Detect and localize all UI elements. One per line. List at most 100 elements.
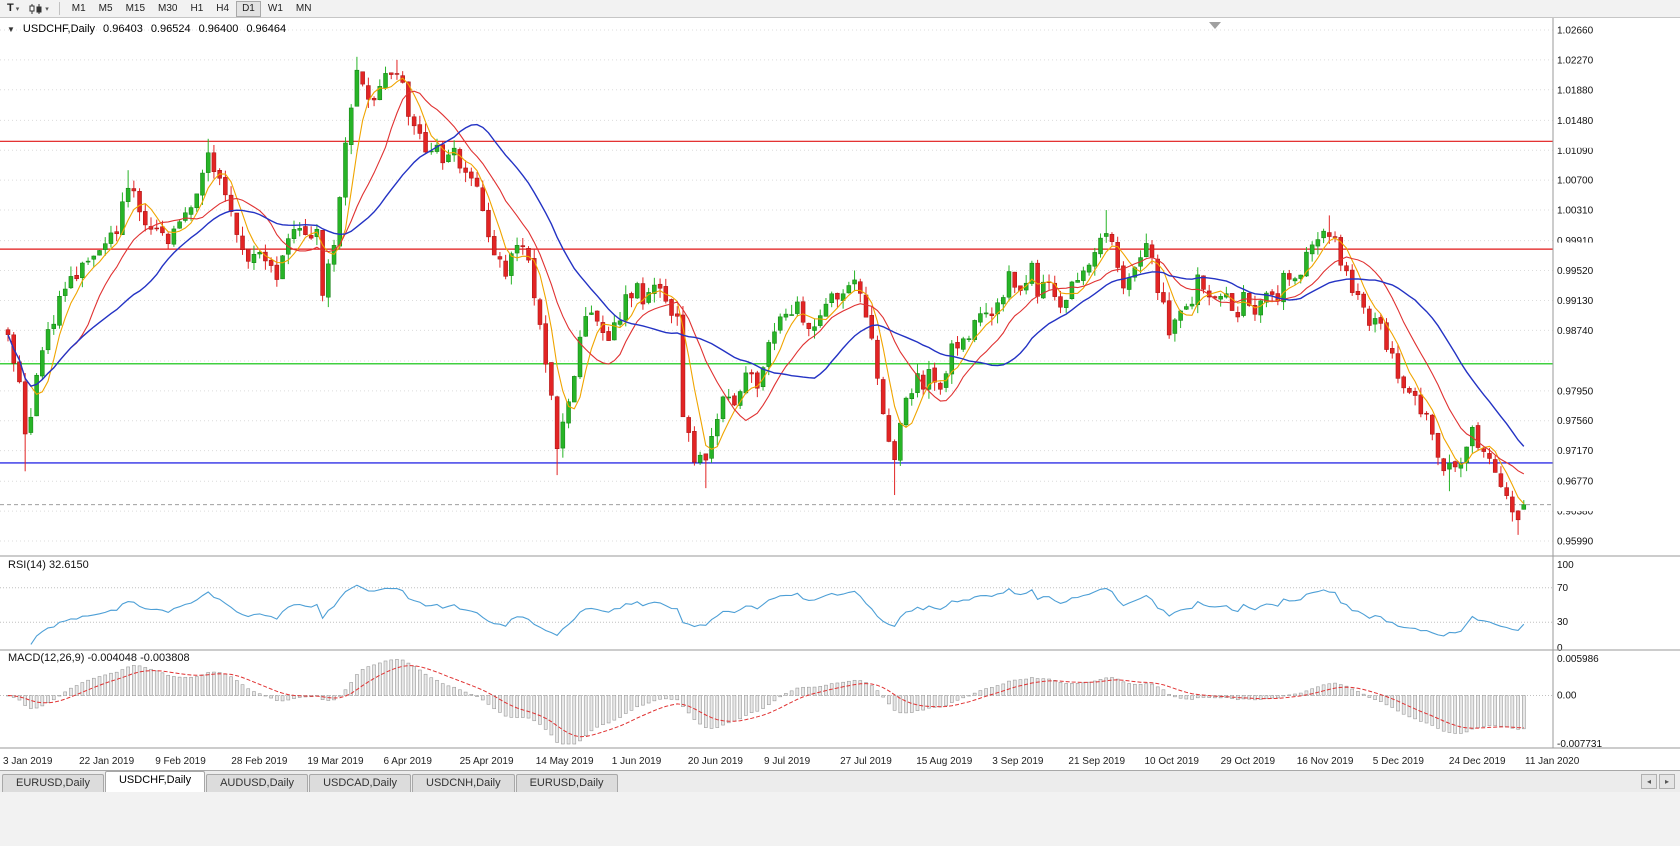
close-value: 0.96464 xyxy=(246,23,287,35)
price-tag-1.01207 xyxy=(1554,134,1606,148)
horizontal-level-lines[interactable] xyxy=(0,140,1553,464)
open-value: 0.96403 xyxy=(103,23,143,35)
high-value: 0.96524 xyxy=(150,23,191,35)
date-label: 20 Jun 2019 xyxy=(688,756,743,767)
price-axis-label: 1.00700 xyxy=(1557,176,1594,187)
date-label: 29 Oct 2019 xyxy=(1221,756,1276,767)
price-axis-label: 1.01480 xyxy=(1557,116,1594,127)
chart-shift-marker[interactable] xyxy=(1209,22,1221,29)
price-axis-label: 1.02270 xyxy=(1557,55,1594,66)
price-axis-label: 0.99130 xyxy=(1557,296,1594,307)
date-label: 24 Dec 2019 xyxy=(1449,756,1506,767)
candlestick-icon xyxy=(29,3,42,14)
chart-type-button[interactable]: ▾ xyxy=(24,1,53,17)
date-label: 1 Jun 2019 xyxy=(612,756,662,767)
tabs-scroll-right-button[interactable]: ▸ xyxy=(1659,774,1675,789)
ma-mid-line xyxy=(7,90,1525,475)
date-label: 15 Aug 2019 xyxy=(916,756,973,767)
price-axis-label: 0.95990 xyxy=(1557,537,1594,548)
date-label: 11 Jan 2020 xyxy=(1525,756,1580,767)
timeframe-h4-button[interactable]: H4 xyxy=(210,1,235,17)
current-price-tag xyxy=(1554,498,1606,512)
chart-tabs: EURUSD,Daily USDCHF,Daily AUDUSD,Daily USDC… xyxy=(2,771,619,792)
date-label: 10 Oct 2019 xyxy=(1145,756,1200,767)
date-label: 9 Jul 2019 xyxy=(764,756,811,767)
svg-text:1.01207: 1.01207 xyxy=(1558,137,1595,148)
price-axis-label: 0.99520 xyxy=(1557,266,1594,277)
timeframe-d1-button[interactable]: D1 xyxy=(236,0,261,17)
text-tool-icon: T xyxy=(7,2,14,14)
rsi-axis-label: 100 xyxy=(1557,560,1574,571)
timeframe-buttons-group: M1 M5 M15 M30 H1 H4 D1 W1 MN xyxy=(66,0,318,17)
toolbar-separator xyxy=(58,2,60,15)
macd-axis-zero-label: 0.00 xyxy=(1557,691,1577,702)
date-label: 27 Jul 2019 xyxy=(840,756,892,767)
price-axis-label: 0.99910 xyxy=(1557,236,1594,247)
price-axis-label: 1.00310 xyxy=(1557,206,1594,217)
date-label: 28 Feb 2019 xyxy=(231,756,288,767)
rsi-line xyxy=(30,584,1525,645)
date-label: 25 Apr 2019 xyxy=(460,756,514,767)
status-area xyxy=(0,792,1680,846)
collapse-arrow-icon[interactable]: ▼ xyxy=(7,24,15,34)
rsi-label: RSI(14) 32.6150 xyxy=(8,559,89,571)
price-axis-label: 0.97950 xyxy=(1557,386,1594,397)
chart-area: ▼ USDCHF,Daily 0.96403 0.96524 0.96400 0… xyxy=(0,18,1680,770)
chart-symbol-label: USDCHF,Daily xyxy=(22,23,96,35)
price-axis-label: 0.96380 xyxy=(1557,507,1594,518)
price-axis-label: 0.97560 xyxy=(1557,416,1594,427)
ma-fast-line xyxy=(7,77,1525,505)
rsi-axis-label: 30 xyxy=(1557,617,1569,628)
svg-text:0.97009: 0.97009 xyxy=(1558,458,1595,469)
chart-tab-0-eurusd-daily[interactable]: EURUSD,Daily xyxy=(2,774,104,792)
chevron-down-icon: ▾ xyxy=(45,5,49,13)
tabs-scroll-left-button[interactable]: ◂ xyxy=(1641,774,1657,789)
chart-tab-2-audusd-daily[interactable]: AUDUSD,Daily xyxy=(206,774,309,792)
chart-tab-4-usdcnh-daily[interactable]: USDCNH,Daily xyxy=(412,774,515,792)
price-tag-0.99800 xyxy=(1554,242,1606,256)
rsi-axis-label: 70 xyxy=(1557,583,1569,594)
date-label: 6 Apr 2019 xyxy=(384,756,433,767)
price-tag-0.97009 xyxy=(1554,456,1606,470)
date-label: 22 Jan 2019 xyxy=(79,756,134,767)
candles-layer xyxy=(5,56,1527,535)
svg-text:0.99800: 0.99800 xyxy=(1558,245,1595,256)
timeframe-m5-button[interactable]: M5 xyxy=(93,1,119,17)
price-axis-label: 1.01880 xyxy=(1557,85,1594,96)
macd-histogram xyxy=(6,659,1526,745)
date-label: 3 Jan 2019 xyxy=(3,756,53,767)
timeframe-m1-button[interactable]: M1 xyxy=(66,1,92,17)
ma-slow-line xyxy=(7,123,1525,447)
chart-tabs-bar: EURUSD,Daily USDCHF,Daily AUDUSD,Daily USDC… xyxy=(0,770,1680,792)
timeframe-m15-button[interactable]: M15 xyxy=(120,1,151,17)
macd-axis-bottom-label: -0.007731 xyxy=(1557,739,1602,750)
date-label: 3 Sep 2019 xyxy=(992,756,1044,767)
date-label: 16 Nov 2019 xyxy=(1297,756,1354,767)
rsi-axis-label: 0 xyxy=(1557,643,1563,654)
price-tag-0.98303 xyxy=(1554,357,1606,371)
text-tool-button[interactable]: T ▾ xyxy=(3,1,23,17)
timeframe-w1-button[interactable]: W1 xyxy=(262,1,289,17)
date-label: 9 Feb 2019 xyxy=(155,756,206,767)
price-axis-label: 1.02660 xyxy=(1557,26,1594,37)
chevron-down-icon: ▾ xyxy=(15,5,20,13)
timeframe-h1-button[interactable]: H1 xyxy=(184,1,209,17)
chart-tab-3-usdcad-daily[interactable]: USDCAD,Daily xyxy=(309,774,412,792)
date-label: 19 Mar 2019 xyxy=(307,756,364,767)
top-toolbar: T ▾ ▾ M1 M5 M15 M30 H1 H4 D1 W1 MN xyxy=(0,0,1680,18)
chart-tab-1-usdchf-daily[interactable]: USDCHF,Daily xyxy=(104,771,206,792)
chart-tab-5-eurusd-daily[interactable]: EURUSD,Daily xyxy=(515,774,618,792)
macd-signal-line xyxy=(7,665,1524,738)
price-axis-label: 0.96770 xyxy=(1557,477,1594,488)
svg-text:0.98303: 0.98303 xyxy=(1558,359,1595,370)
tab-scroll-controls: ◂ ▸ xyxy=(1641,774,1675,789)
date-label: 21 Sep 2019 xyxy=(1068,756,1125,767)
chart-ohlc-header: ▼ USDCHF,Daily 0.96403 0.96524 0.96400 0… xyxy=(7,23,286,35)
price-chart[interactable]: 1.02660 1.02270 1.01880 1.01480 1.01090 1.007… xyxy=(0,18,1680,770)
date-label: 14 May 2019 xyxy=(536,756,594,767)
svg-text:0.96464: 0.96464 xyxy=(1558,500,1595,511)
timeframe-mn-button[interactable]: MN xyxy=(290,1,318,17)
date-label: 5 Dec 2019 xyxy=(1373,756,1425,767)
price-axis-label: 0.97170 xyxy=(1557,446,1594,457)
timeframe-m30-button[interactable]: M30 xyxy=(152,1,183,17)
